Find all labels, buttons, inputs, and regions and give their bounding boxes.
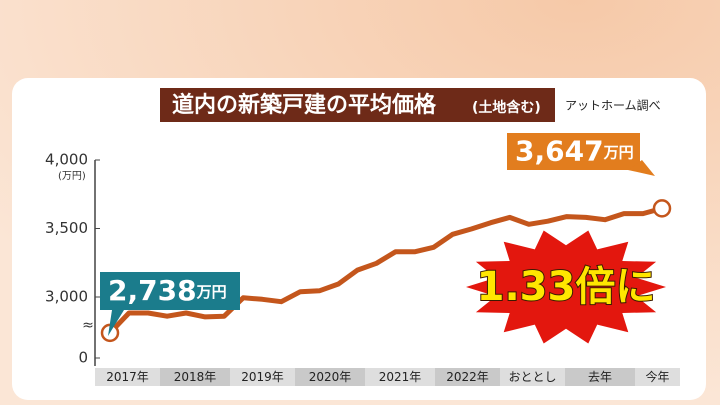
axis-break: ≈: [82, 318, 94, 334]
x-band: [160, 368, 230, 386]
x-tick-label: 今年: [645, 369, 669, 384]
callout-pointer: [628, 160, 655, 176]
x-tick-label: 2021年: [379, 370, 422, 384]
x-tick-label: 2017年: [106, 370, 149, 384]
x-band: [295, 368, 365, 386]
line: [108, 205, 663, 335]
callout-unit: 万円: [196, 283, 227, 301]
x-band: [565, 368, 635, 386]
callout-box: [100, 272, 240, 310]
badge-text: 1.33倍に: [477, 264, 656, 310]
callout-value: 2,738: [108, 274, 197, 307]
callout-value: 3,647: [515, 135, 604, 168]
chart-subtitle: (土地含む): [472, 99, 541, 116]
source: アットホーム調べ: [565, 99, 661, 113]
chart-title: 道内の新築戸建の平均価格: [172, 92, 437, 118]
end-point: [652, 199, 672, 218]
x-tick-label: 去年: [588, 370, 612, 384]
x-band: [95, 368, 160, 386]
x-tick-label: 2022年: [446, 370, 489, 384]
y-tick-label: 0: [78, 349, 88, 367]
x-band: [435, 368, 500, 386]
callout-label: 2,738万円: [108, 274, 227, 307]
x-band: [365, 368, 435, 386]
x-tick-label: 2020年: [309, 370, 352, 384]
y-tick-label: 3,500: [45, 219, 88, 237]
y-unit: (万円): [58, 171, 86, 182]
callout-label: 3,647万円: [515, 135, 634, 168]
y-tick-label: 4,000: [45, 151, 88, 169]
card: [12, 78, 706, 400]
x-tick-label: 2018年: [174, 370, 217, 384]
x-tick-label: おととし: [508, 370, 556, 384]
x-band: [500, 368, 565, 386]
callout-pointer: [108, 310, 124, 336]
y-tick-label: 3,000: [45, 288, 88, 306]
callout-unit: 万円: [603, 143, 634, 161]
title-bar: [160, 88, 555, 122]
x-band: [635, 368, 680, 386]
callout-box: [507, 133, 640, 170]
x-tick-label: 2019年: [241, 370, 284, 384]
x-band: [230, 368, 295, 386]
badge-burst: [466, 230, 666, 344]
